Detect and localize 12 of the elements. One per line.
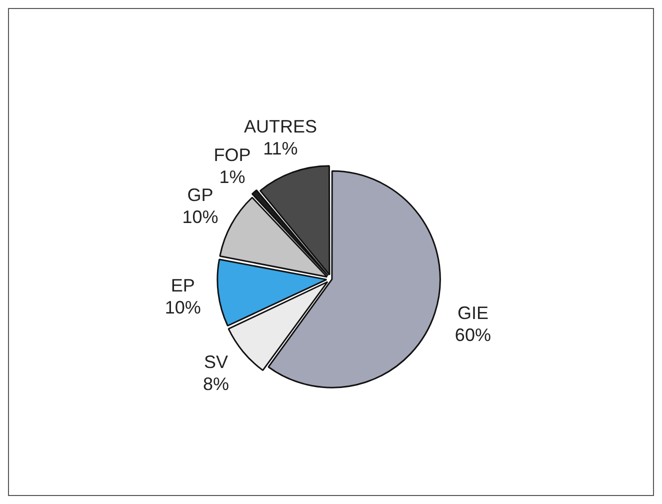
data-label: 10%: [164, 298, 201, 318]
slice-label: FOP: [214, 145, 251, 166]
slice-label: GIE: [457, 303, 488, 324]
data-label: 8%: [202, 374, 230, 394]
slice-label: AUTRES: [244, 116, 317, 137]
slice-label: EP: [170, 276, 195, 296]
slice-label: SV: [204, 352, 228, 372]
data-label: 60%: [454, 325, 491, 346]
slice-label: GP: [187, 185, 214, 206]
data-label: 1%: [219, 167, 246, 188]
data-label: 11%: [263, 138, 298, 159]
data-label: 10%: [182, 207, 218, 228]
